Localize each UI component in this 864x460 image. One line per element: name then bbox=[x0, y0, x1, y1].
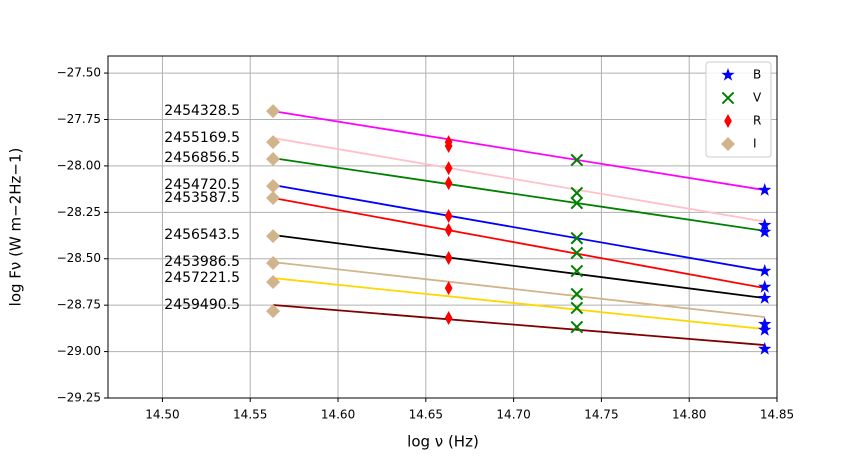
data-point bbox=[266, 104, 281, 119]
data-point bbox=[444, 222, 453, 237]
x-tick-label: 14.85 bbox=[760, 408, 794, 422]
x-axis-label: log ν (Hz) bbox=[407, 433, 479, 451]
legend-label: I bbox=[753, 137, 757, 151]
epoch-label: 2453587.5 bbox=[164, 190, 240, 206]
data-point bbox=[444, 176, 453, 191]
epoch-label: 2454328.5 bbox=[164, 103, 240, 119]
data-point bbox=[570, 246, 584, 260]
data-point bbox=[570, 264, 584, 278]
data-point bbox=[266, 304, 281, 319]
data-point bbox=[266, 229, 281, 244]
data-point bbox=[444, 281, 453, 296]
epoch-label: 2459490.5 bbox=[164, 297, 240, 313]
y-tick-label: −28.00 bbox=[57, 158, 101, 172]
data-point bbox=[758, 291, 772, 304]
legend-box bbox=[705, 61, 772, 158]
data-point bbox=[758, 341, 772, 355]
legend-marker bbox=[721, 68, 735, 81]
data-point bbox=[444, 310, 453, 325]
data-point bbox=[266, 152, 281, 167]
epoch-label: 2455169.5 bbox=[164, 130, 240, 146]
fit-line bbox=[272, 261, 765, 318]
x-tick-label: 14.60 bbox=[321, 408, 355, 422]
data-point bbox=[570, 231, 584, 245]
fit-line bbox=[272, 304, 765, 346]
x-tick-label: 14.50 bbox=[145, 408, 179, 422]
data-point bbox=[570, 301, 584, 315]
y-tick-label: −28.75 bbox=[57, 298, 101, 312]
y-tick-label: −29.25 bbox=[57, 391, 101, 405]
data-point bbox=[758, 323, 772, 336]
data-point bbox=[570, 186, 584, 200]
fit-line bbox=[272, 157, 765, 232]
fit-line bbox=[272, 197, 765, 289]
x-tick-label: 14.80 bbox=[672, 408, 706, 422]
data-point bbox=[266, 256, 281, 271]
y-tick-label: −27.50 bbox=[57, 66, 101, 80]
plot-frame bbox=[107, 55, 778, 399]
x-tick-label: 14.70 bbox=[496, 408, 530, 422]
data-point bbox=[758, 264, 772, 277]
x-tick-label: 14.75 bbox=[584, 408, 618, 422]
data-point bbox=[444, 139, 453, 154]
data-point bbox=[444, 251, 453, 266]
epoch-label: 2456543.5 bbox=[164, 227, 240, 243]
fit-line bbox=[272, 277, 765, 331]
data-point bbox=[758, 225, 772, 238]
legend-marker bbox=[721, 91, 735, 105]
data-point bbox=[266, 274, 281, 289]
data-point bbox=[266, 135, 281, 150]
y-tick-label: −29.00 bbox=[57, 344, 101, 358]
fit-line bbox=[272, 234, 765, 300]
data-point bbox=[266, 178, 281, 193]
legend-label: B bbox=[753, 68, 761, 82]
legend-label: V bbox=[753, 91, 762, 105]
x-tick-label: 14.65 bbox=[409, 408, 443, 422]
y-tick-label: −27.75 bbox=[57, 112, 101, 126]
epoch-label: 2453986.5 bbox=[164, 254, 240, 270]
y-tick-label: −28.50 bbox=[57, 251, 101, 265]
fit-line bbox=[272, 184, 765, 272]
x-tick-label: 14.55 bbox=[233, 408, 267, 422]
fit-line bbox=[272, 137, 765, 223]
epoch-label: 2456856.5 bbox=[164, 150, 240, 166]
data-point bbox=[444, 209, 453, 224]
data-point bbox=[758, 279, 772, 293]
data-point bbox=[570, 287, 584, 301]
legend-marker bbox=[721, 137, 735, 151]
legend-marker bbox=[724, 114, 732, 128]
data-point bbox=[570, 320, 584, 334]
data-point bbox=[570, 153, 584, 167]
data-point bbox=[758, 183, 772, 196]
fit-line bbox=[272, 110, 765, 191]
y-axis-label: log Fν (W m−2Hz−1) bbox=[7, 148, 25, 307]
data-point bbox=[266, 191, 281, 206]
epoch-label: 2454720.5 bbox=[164, 177, 240, 193]
data-point bbox=[570, 196, 584, 210]
y-tick-label: −28.25 bbox=[57, 205, 101, 219]
epoch-label: 2457221.5 bbox=[164, 270, 240, 286]
data-point bbox=[444, 161, 453, 176]
legend-label: R bbox=[753, 114, 761, 128]
data-point bbox=[758, 218, 772, 231]
